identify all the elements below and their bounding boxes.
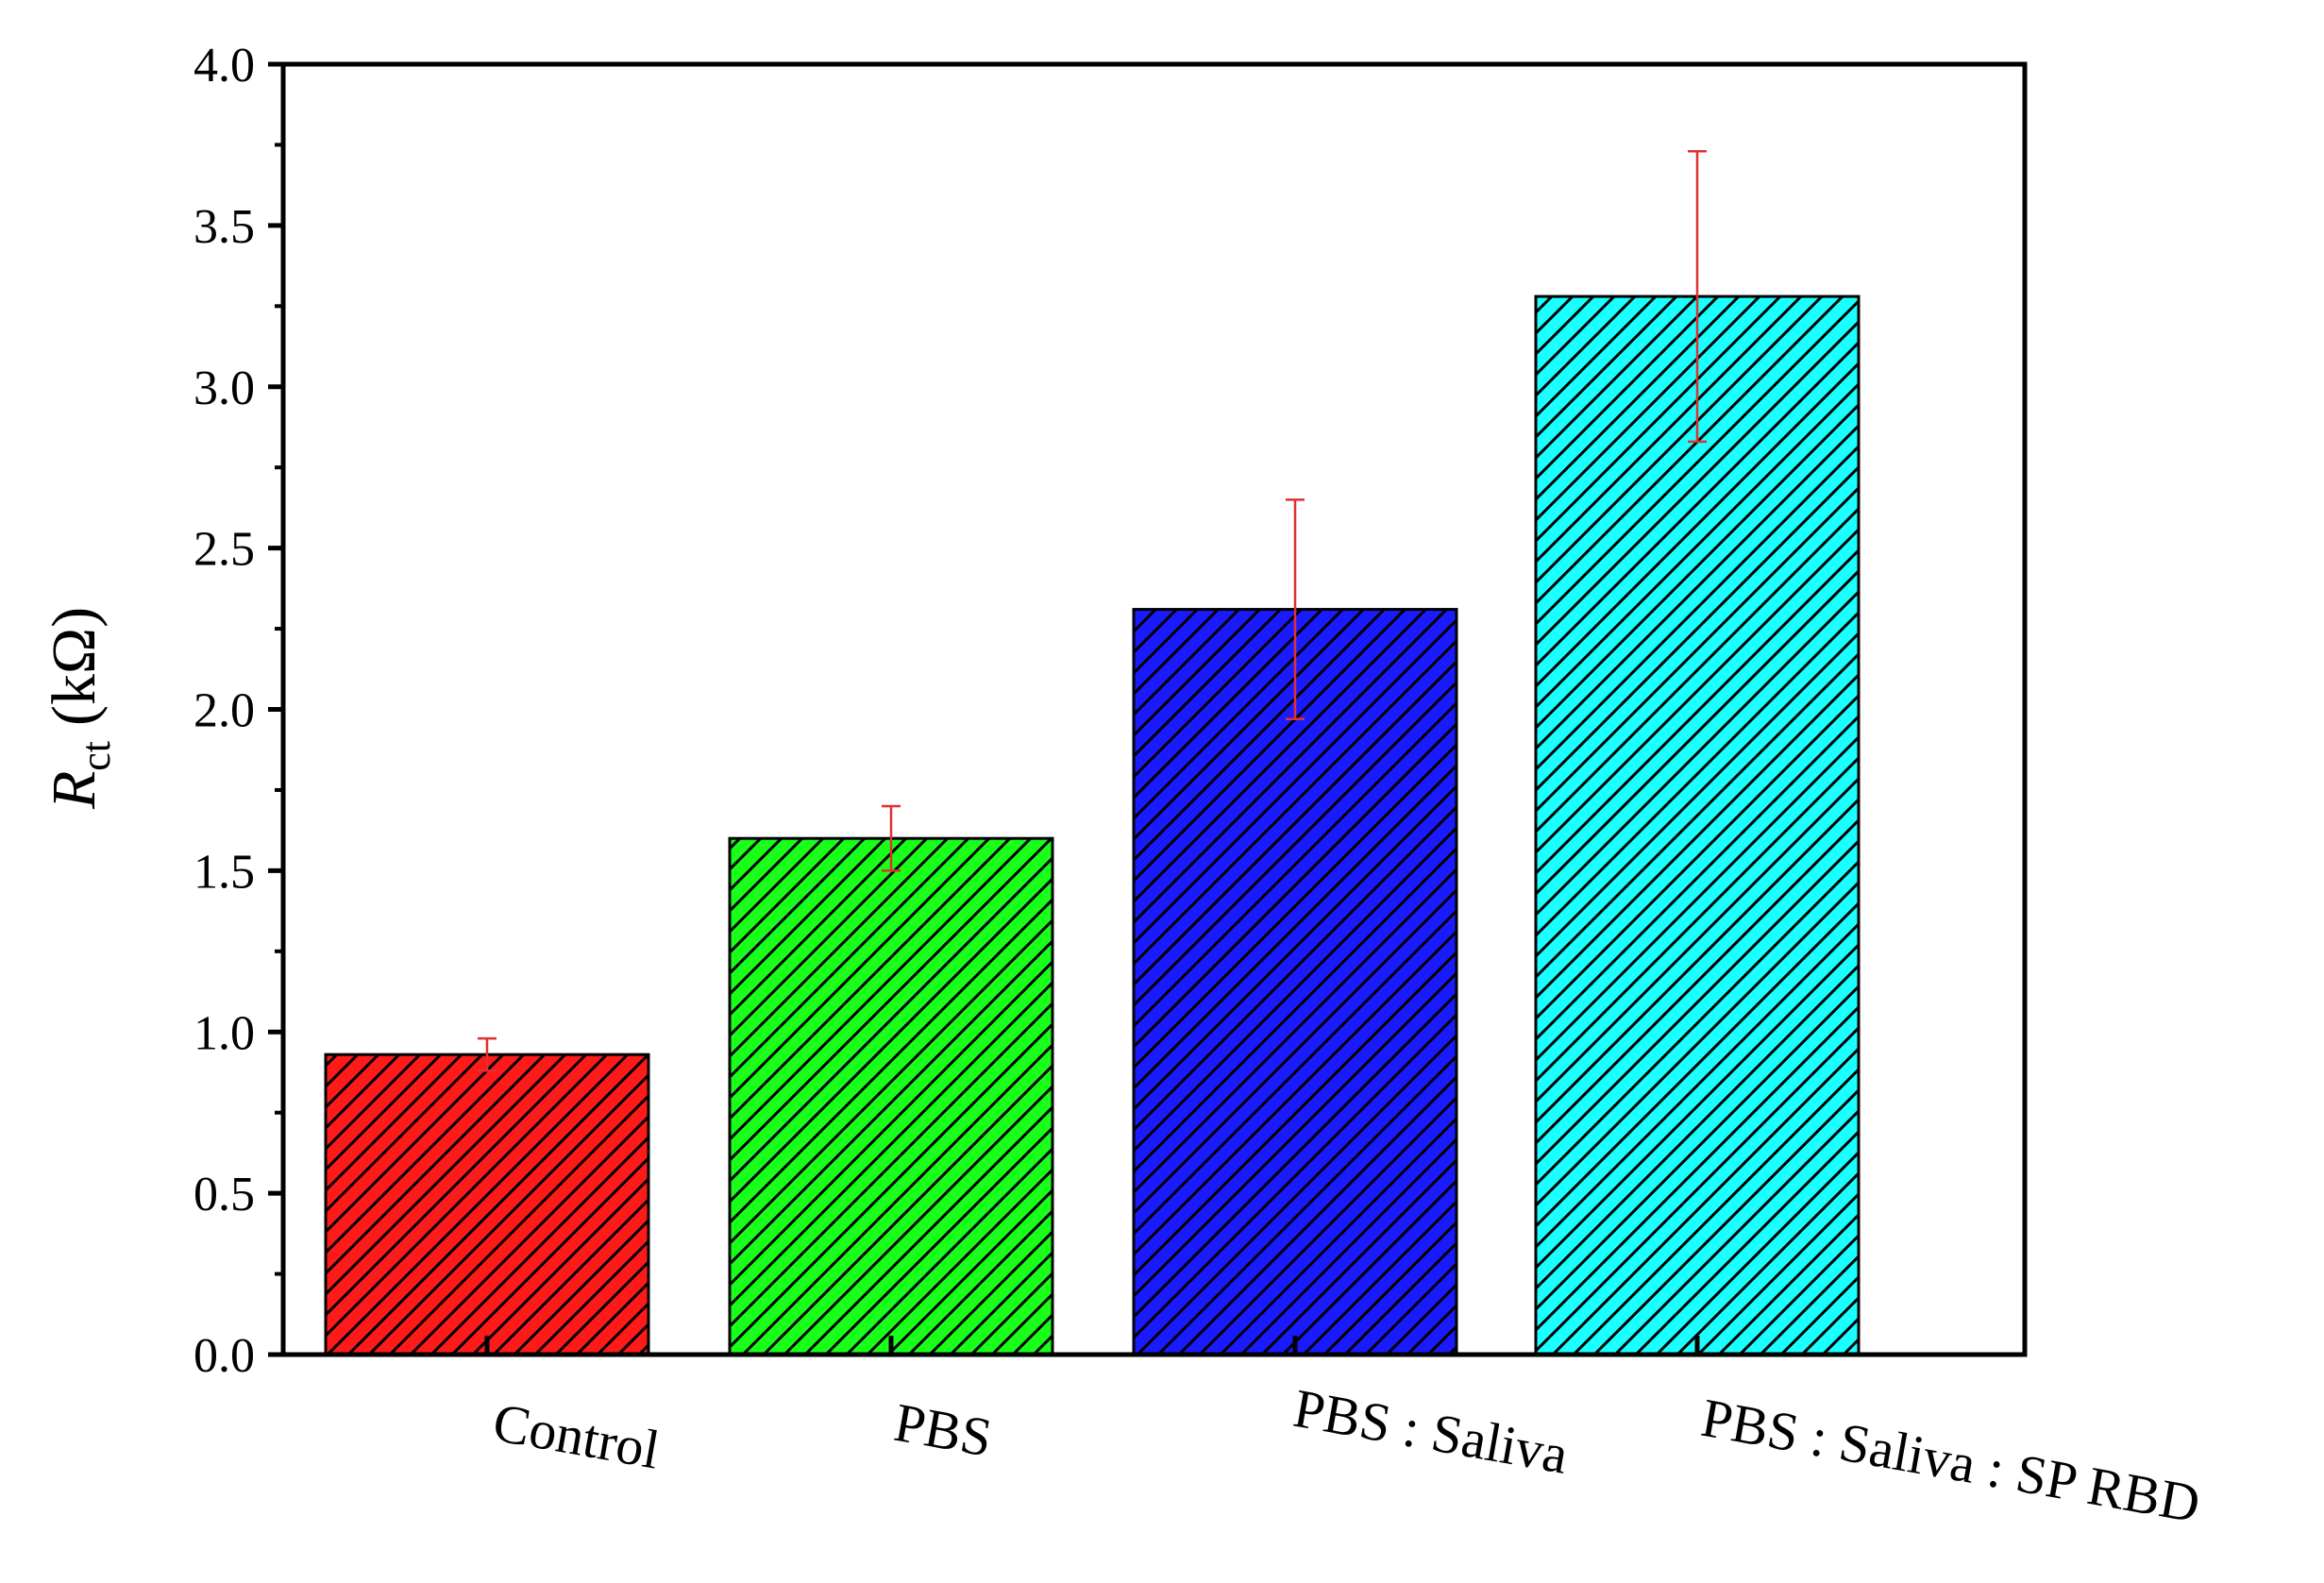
y-tick-label: 2.0 <box>194 684 255 738</box>
y-tick-label: 3.5 <box>194 200 255 254</box>
category-labels: Control PBS PBS : Saliva PBS : Saliva : SP … <box>489 1377 2205 1535</box>
error-bar <box>1688 150 1707 444</box>
ticks-layer <box>268 61 1700 1357</box>
y-tick-label: 3.0 <box>194 362 255 415</box>
bars-layer <box>324 295 1861 1356</box>
bar-control <box>324 1053 650 1356</box>
y-axis-label: Rct (kΩ) <box>40 607 119 810</box>
bar-pbs-saliva-sp-rbd <box>1534 295 1861 1356</box>
y-tick-label: 0.5 <box>194 1168 255 1221</box>
bar-pbs-saliva <box>1132 608 1458 1356</box>
y-axis-label-symbol: R <box>40 771 109 810</box>
y-tick-label: 2.5 <box>194 523 255 577</box>
category-label: PBS : Saliva <box>1289 1377 1573 1486</box>
category-label: PBS : Saliva : SP RBD <box>1697 1387 2205 1535</box>
error-bar <box>478 1036 497 1072</box>
y-tick-label: 1.5 <box>194 845 255 899</box>
category-label: Control <box>489 1391 665 1481</box>
category-label: PBS <box>890 1391 997 1469</box>
bar-pbs <box>728 836 1054 1356</box>
y-tick-label: 4.0 <box>194 39 255 93</box>
y-tick-label: 1.0 <box>194 1006 255 1060</box>
y-axis-label-unit: (kΩ) <box>40 607 109 726</box>
error-bar <box>882 804 901 872</box>
error-bars-layer <box>478 150 1707 1072</box>
error-bar <box>1286 498 1305 721</box>
y-tick-label: 0.0 <box>194 1329 255 1383</box>
y-tick-labels: 0.0 0.5 1.0 1.5 2.0 2.5 3.0 3.5 4.0 <box>194 39 255 1383</box>
y-axis-label-subscript: ct <box>73 741 119 771</box>
